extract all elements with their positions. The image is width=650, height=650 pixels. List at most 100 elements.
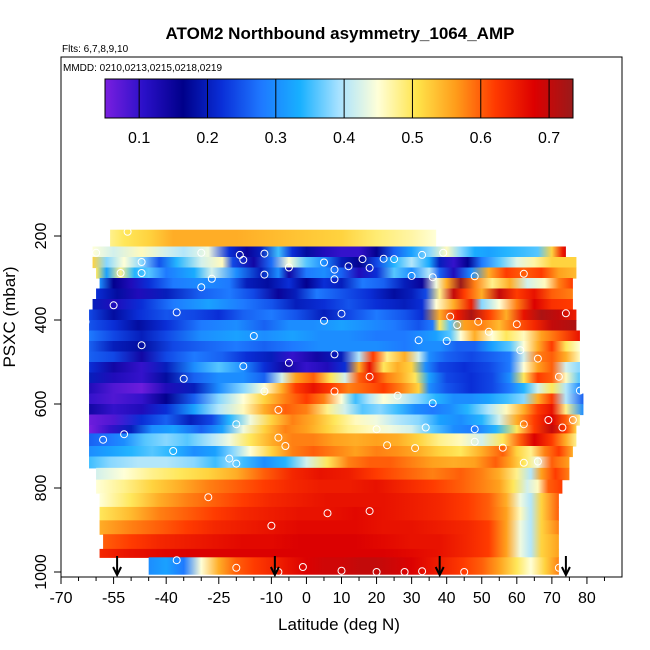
sample-point [330,387,339,396]
sample-point [453,321,462,329]
sample-point [267,521,276,530]
heatmap-layer [89,341,580,353]
sample-point [92,248,101,257]
y-tick-label: 800 [33,475,50,502]
heatmap-layer [99,506,559,521]
x-tick-label: -25 [207,590,230,607]
sample-point [239,255,248,264]
sample-point [81,317,90,326]
heatmap-layer [89,414,580,426]
profile-arrow [269,556,280,578]
heatmap-layer [89,404,584,416]
sample-point [470,437,479,446]
sample-point [99,435,108,444]
heatmap-layer [89,351,580,363]
heatmap-layer [89,383,580,395]
sample-point [365,507,374,516]
heatmap-layer [89,446,573,458]
heatmap-layer [92,299,573,311]
sample-point [225,454,234,463]
heatmap-layer [89,456,570,469]
profile-arrow [112,556,122,578]
y-axis-label: PSXC (mbar) [0,266,19,367]
x-tick-label: 40 [438,590,456,607]
y-tick-label: 600 [33,391,50,418]
sample-point [365,372,374,381]
sample-point [169,447,178,455]
sample-point [320,258,328,267]
sample-point [284,263,293,272]
heatmap-layer [89,433,577,447]
sample-point [519,269,528,278]
x-tick-label: 10 [333,590,351,607]
sample-point [274,433,283,442]
sample-point [197,283,206,292]
sample-point [337,566,346,575]
sample-point [197,248,206,257]
sample-point [418,567,427,576]
heatmap-layer [99,520,559,535]
sample-point [519,458,528,467]
sample-point [418,250,427,259]
colorbar-tick-label: 0.5 [401,130,423,147]
sample-point [439,248,448,257]
sample-point [298,563,307,571]
x-tick-label: 80 [578,590,596,607]
heatmap-layer [110,229,437,248]
x-tick-label: 30 [403,590,421,607]
sample-point [512,320,521,329]
sample-point [533,354,542,363]
heatmap-layer [148,557,559,575]
sample-point [330,275,339,284]
sample-point [179,374,188,383]
sample-point [411,444,420,453]
sample-point [575,386,584,395]
x-tick-label: 70 [543,590,561,607]
sample-point [516,346,525,355]
sample-point [372,568,381,576]
x-axis-label: Latitude (deg N) [278,615,400,634]
chart-title: ATOM2 Northbound asymmetry_1064_AMP [166,24,515,43]
sample-point [239,362,248,371]
colorbar-tick-label: 0.2 [196,130,218,147]
colorbar-tick-label: 0.3 [265,130,287,147]
sample-point [274,405,283,414]
sample-point [137,258,146,266]
sample-point [442,337,451,345]
sample-point [172,308,181,317]
sample-point [204,493,213,502]
sample-point [358,255,367,264]
sample-point [446,312,455,321]
sample-point [568,416,577,424]
heatmap-layer [96,288,573,300]
sample-point [372,425,381,434]
sample-point [232,563,241,572]
sample-point [120,430,129,439]
sample-point [533,457,542,466]
sample-point [379,254,388,263]
x-tick-label: 50 [473,590,491,607]
sample-point [519,420,528,429]
sample-point [365,263,374,272]
sample-point [116,269,125,277]
heatmap-layer [89,309,577,321]
sample-point [561,309,570,318]
y-tick-label: 1000 [33,554,50,590]
sample-point [414,336,423,345]
x-tick-label: 20 [368,590,386,607]
sample-point [281,442,290,450]
colorbar-tick-label: 0.7 [538,130,560,147]
sample-point [207,274,216,283]
x-tick-label: -10 [260,590,283,607]
dates-label: MMDD: 0210,0213,0215,0218,0219 [63,63,222,74]
sample-point [123,227,132,236]
sample-point [484,327,493,336]
heatmap-layer [89,393,584,405]
sample-point [137,341,146,350]
sample-point [421,423,430,432]
x-tick-label: 60 [508,590,526,607]
sample-point [554,372,563,381]
sample-point [428,273,437,282]
sample-point [428,399,437,408]
